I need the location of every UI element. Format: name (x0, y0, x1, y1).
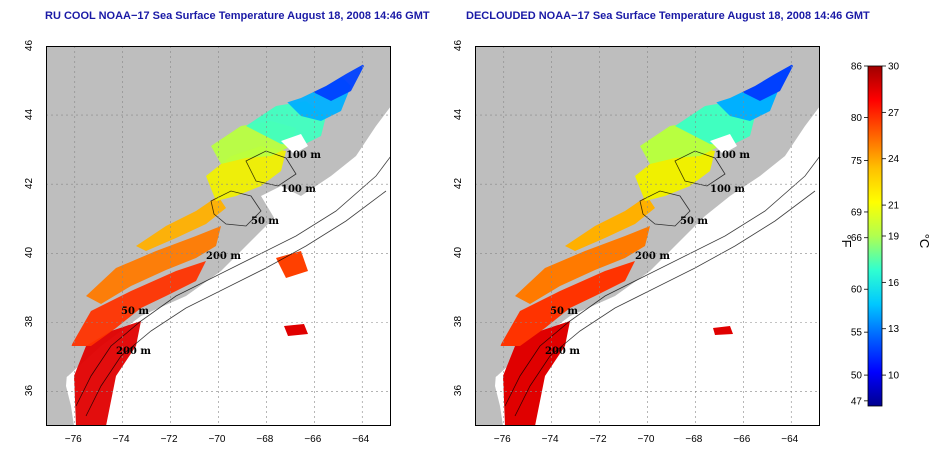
y-tick-label: 42 (24, 178, 36, 190)
x-tick-label: −76 (493, 434, 511, 445)
y-tick-label: 36 (24, 385, 36, 397)
fahrenheit-tick-label: 86 (851, 62, 863, 73)
map-panel-declouded: 100 m 100 m 50 m 200 m 50 m 200 m (475, 46, 820, 426)
x-tick-label: −72 (160, 434, 178, 445)
celsius-tick-label: 30 (888, 62, 900, 73)
fahrenheit-tick-label: 50 (851, 371, 863, 382)
x-tick-label: −72 (589, 434, 607, 445)
cloud-gap (261, 186, 301, 221)
sst-band-hot (71, 261, 206, 346)
x-tick-label: −68 (685, 434, 703, 445)
bathymetry-contour (245, 150, 297, 187)
y-tick-label: 46 (24, 39, 36, 52)
sst-band-yellow (206, 146, 286, 201)
x-tick-label: −74 (541, 434, 559, 445)
bathymetry-contour (639, 190, 691, 227)
fahrenheit-unit-label: °F (839, 234, 854, 247)
sst-map-declouded: 100 m 100 m 50 m 200 m 50 m 200 m (475, 46, 820, 426)
x-tick-label: −64 (352, 434, 370, 445)
x-tick-label: −70 (208, 434, 226, 445)
warm-eddy (284, 324, 308, 336)
colorbar-svg: 30 27 24 21 19 16 13 10 86 80 75 69 66 60 55 50 47 °F °C (839, 62, 932, 408)
y-tick-label: 46 (453, 39, 465, 52)
y-tick-label: 42 (453, 178, 465, 190)
fahrenheit-tick-label: 80 (851, 113, 863, 124)
bathymetry-contour (210, 190, 262, 227)
map-panel-raw: 100 m 100 m 50 m 200 m 50 m 200 m (46, 46, 391, 426)
y-tick-label: 44 (453, 109, 465, 121)
x-tick-label: −66 (733, 434, 751, 445)
celsius-tick-label: 10 (888, 371, 900, 382)
contour-label: 200 m (116, 346, 151, 357)
contour-label: 200 m (545, 346, 580, 357)
bathymetry-contour (75, 155, 391, 407)
contour-label: 100 m (715, 150, 750, 161)
sst-band-mild (136, 196, 226, 251)
contour-label: 100 m (281, 184, 316, 195)
celsius-tick-label: 21 (888, 201, 900, 212)
bathymetry-contour (85, 190, 387, 417)
sst-band-warm (515, 226, 650, 304)
contour-label: 100 m (710, 184, 745, 195)
sst-band-warmest (503, 321, 570, 426)
x-tick-label: −76 (64, 434, 82, 445)
bathymetry-contour (514, 190, 816, 417)
sst-band-warmest (74, 321, 141, 426)
y-tick-label: 36 (453, 385, 465, 397)
contour-label: 50 m (550, 306, 578, 317)
fahrenheit-tick-label: 69 (851, 207, 863, 218)
coastline-land (475, 46, 820, 426)
cloud-gap (281, 134, 308, 154)
contour-label: 50 m (680, 216, 708, 227)
y-tick-label: 38 (453, 316, 465, 328)
sst-band-hot (500, 261, 635, 346)
celsius-tick-label: 27 (888, 108, 900, 119)
x-tick-label: −66 (304, 434, 322, 445)
sst-band-mild (565, 196, 655, 251)
map-frame (46, 46, 391, 426)
contour-label: 200 m (206, 251, 241, 262)
x-tick-label: −68 (256, 434, 274, 445)
celsius-tick-label: 13 (888, 324, 900, 335)
fahrenheit-tick-label: 60 (851, 285, 863, 296)
colorbar-ramp (867, 65, 883, 407)
map-title-raw: RU COOL NOAA−17 Sea Surface Temperature … (45, 10, 430, 22)
bathymetry-contour (504, 155, 820, 407)
contour-label: 50 m (121, 306, 149, 317)
map-title-declouded: DECLOUDED NOAA−17 Sea Surface Temperatur… (466, 10, 870, 22)
y-tick-label: 40 (24, 247, 36, 259)
celsius-tick-label: 16 (888, 278, 900, 289)
bathymetry-contour (674, 150, 726, 187)
contour-label: 50 m (251, 216, 279, 227)
fahrenheit-tick-label: 66 (851, 233, 863, 244)
celsius-unit-label: °C (917, 234, 932, 249)
x-tick-label: −70 (637, 434, 655, 445)
contour-label: 200 m (635, 251, 670, 262)
temperature-colorbar: 30 27 24 21 19 16 13 10 86 80 75 69 66 60 55 50 47 °F °C (820, 46, 950, 426)
warm-eddy (713, 326, 733, 335)
fahrenheit-tick-label: 55 (851, 328, 863, 339)
fahrenheit-tick-label: 47 (851, 396, 863, 407)
contour-label: 100 m (286, 150, 321, 161)
cloud-gap (710, 134, 737, 154)
map-frame (475, 46, 820, 426)
y-tick-label: 44 (24, 109, 36, 121)
x-tick-label: −64 (781, 434, 799, 445)
celsius-tick-label: 19 (888, 232, 900, 243)
y-tick-label: 40 (453, 247, 465, 259)
sst-band-warm (86, 226, 221, 304)
fahrenheit-tick-label: 75 (851, 156, 863, 167)
sst-map-raw: 100 m 100 m 50 m 200 m 50 m 200 m (46, 46, 391, 426)
celsius-tick-label: 24 (888, 154, 900, 165)
sst-band-yellow (635, 146, 715, 201)
x-tick-label: −74 (112, 434, 130, 445)
y-tick-label: 38 (24, 316, 36, 328)
coastline-land (46, 46, 391, 426)
